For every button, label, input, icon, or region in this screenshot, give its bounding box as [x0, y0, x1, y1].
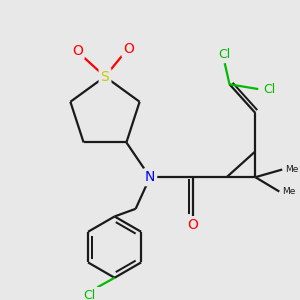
Text: N: N: [145, 170, 155, 184]
Text: Cl: Cl: [84, 289, 96, 300]
Text: O: O: [188, 218, 199, 232]
Text: S: S: [100, 70, 109, 84]
Text: Cl: Cl: [264, 82, 276, 96]
Text: Me: Me: [282, 187, 296, 196]
Text: O: O: [124, 42, 134, 56]
Text: Me: Me: [285, 165, 298, 174]
Text: Cl: Cl: [219, 48, 231, 61]
Text: O: O: [72, 44, 83, 58]
